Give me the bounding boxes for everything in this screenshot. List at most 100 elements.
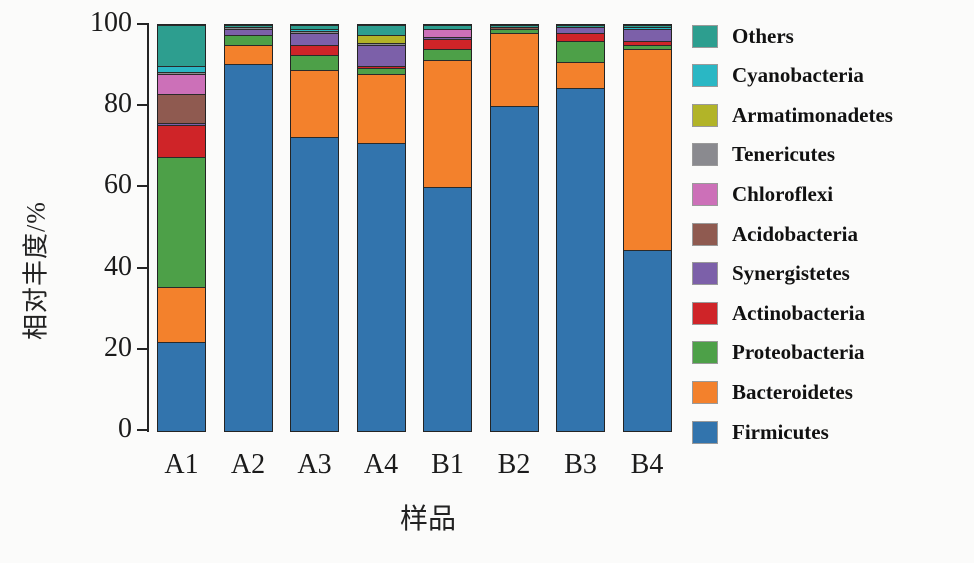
segment-others-B2	[490, 25, 538, 28]
segment-synergistetes-B1	[424, 37, 471, 40]
segment-firmicutes-B1	[424, 187, 471, 431]
legend-swatch-firmicutes	[692, 420, 718, 444]
x-category-label-B1: B1	[431, 449, 464, 480]
y-tick-label: 80	[104, 88, 132, 120]
legend-item-firmicutes: Firmicutes	[692, 419, 829, 445]
segment-synergistetes-A1	[158, 122, 205, 125]
segment-synergistetes-B4	[623, 29, 671, 42]
segment-firmicutes-A2	[224, 63, 272, 431]
y-tick-mark	[137, 266, 147, 269]
segment-acidobacteria-A1	[158, 94, 205, 123]
segment-bacteroidetes-A2	[224, 45, 272, 64]
segment-proteobacteria-B1	[424, 49, 471, 60]
segment-proteobacteria-B4	[623, 45, 671, 50]
segment-actinobacteria-B4	[623, 41, 671, 46]
segment-firmicutes-B3	[557, 87, 604, 431]
legend-swatch-acidobacteria	[692, 222, 718, 246]
segment-bacteroidetes-A1	[158, 286, 205, 342]
y-tick-mark	[137, 23, 147, 25]
segment-others-A1	[158, 25, 205, 66]
y-tick-label: 100	[90, 7, 132, 38]
legend-label-others: Others	[732, 23, 794, 48]
segment-proteobacteria-B3	[557, 41, 604, 62]
segment-synergistetes-A3	[291, 33, 338, 46]
y-tick-mark	[137, 347, 147, 350]
legend-item-armatimonadetes: Armatimonadetes	[692, 102, 893, 128]
legend-label-tenericutes: Tenericutes	[732, 142, 836, 167]
bar-A1	[157, 24, 206, 432]
legend-swatch-armatimonadetes	[692, 103, 718, 127]
legend-item-actinobacteria: Actinobacteria	[692, 300, 865, 326]
segment-bacteroidetes-B3	[557, 61, 604, 88]
bar-B4	[622, 24, 672, 432]
segment-firmicutes-A4	[357, 142, 405, 431]
segment-synergistetes-A4	[357, 45, 405, 66]
x-axis-title: 样品	[399, 504, 456, 535]
y-tick-label: 0	[118, 413, 132, 444]
segment-chloroflexi-B1	[424, 29, 471, 38]
segment-others-B4	[623, 25, 671, 28]
legend-item-acidobacteria: Acidobacteria	[692, 221, 858, 247]
legend-label-actinobacteria: Actinobacteria	[732, 300, 865, 325]
legend-item-others: Others	[692, 23, 794, 49]
y-tick-mark	[137, 185, 147, 188]
legend-item-synergistetes: Synergistetes	[692, 261, 850, 287]
legend-swatch-tenericutes	[692, 143, 718, 167]
bar-A3	[290, 24, 339, 432]
legend-swatch-bacteroidetes	[692, 380, 718, 404]
legend-label-armatimonadetes: Armatimonadetes	[732, 102, 893, 127]
segment-others-A2	[224, 25, 272, 28]
bar-A2	[223, 24, 273, 432]
segment-actinobacteria-B3	[557, 33, 604, 42]
segment-proteobacteria-A4	[357, 67, 405, 74]
segment-actinobacteria-A4	[357, 65, 405, 68]
x-category-label-A4: A4	[363, 449, 399, 480]
segment-actinobacteria-A3	[291, 45, 338, 56]
legend-swatch-proteobacteria	[692, 341, 718, 365]
bar-B3	[556, 24, 605, 432]
y-tick-mark	[137, 429, 147, 431]
segment-others-B3	[557, 25, 604, 28]
segment-cyanobacteria-A3	[291, 29, 338, 32]
segment-tenericutes-A1	[158, 71, 205, 74]
y-tick-mark	[137, 104, 147, 107]
segment-actinobacteria-B1	[424, 39, 471, 50]
segment-firmicutes-A3	[291, 136, 338, 431]
legend-item-proteobacteria: Proteobacteria	[692, 340, 865, 366]
y-axis-line	[147, 23, 149, 432]
y-tick-label: 40	[104, 250, 132, 282]
legend-swatch-chloroflexi	[692, 182, 718, 206]
plot-area	[148, 24, 708, 432]
segment-others-B1	[424, 25, 471, 30]
segment-tenericutes-A2	[224, 27, 272, 30]
segment-proteobacteria-A1	[158, 156, 205, 287]
segment-firmicutes-A1	[158, 341, 205, 431]
segment-bacteroidetes-A3	[291, 69, 338, 137]
x-category-label-A1: A1	[164, 449, 199, 480]
segment-others-A3	[291, 25, 338, 30]
legend-swatch-cyanobacteria	[692, 64, 718, 88]
segment-chloroflexi-A1	[158, 73, 205, 95]
legend-label-chloroflexi: Chloroflexi	[732, 181, 834, 206]
legend-item-chloroflexi: Chloroflexi	[692, 181, 833, 207]
segment-proteobacteria-A2	[224, 35, 272, 46]
bar-B2	[489, 24, 539, 432]
segment-firmicutes-B4	[623, 250, 671, 431]
segment-tenericutes-A3	[291, 31, 338, 34]
legend-label-bacteroidetes: Bacteroidetes	[732, 379, 853, 404]
x-category-label-B4: B4	[630, 449, 664, 480]
legend-item-tenericutes: Tenericutes	[692, 142, 835, 168]
bar-A4	[356, 24, 406, 432]
y-tick-label: 20	[104, 331, 132, 363]
legend-label-acidobacteria: Acidobacteria	[732, 221, 858, 246]
legend-label-cyanobacteria: Cyanobacteria	[732, 63, 864, 88]
legend-label-synergistetes: Synergistetes	[732, 261, 850, 286]
bar-B1	[423, 24, 472, 432]
x-category-label-A3: A3	[297, 449, 332, 480]
segment-bacteroidetes-B1	[424, 59, 471, 188]
legend-label-firmicutes: Firmicutes	[732, 419, 829, 444]
segment-bacteroidetes-A4	[357, 73, 405, 143]
legend-swatch-synergistetes	[692, 262, 718, 286]
segment-cyanobacteria-B4	[623, 27, 671, 30]
